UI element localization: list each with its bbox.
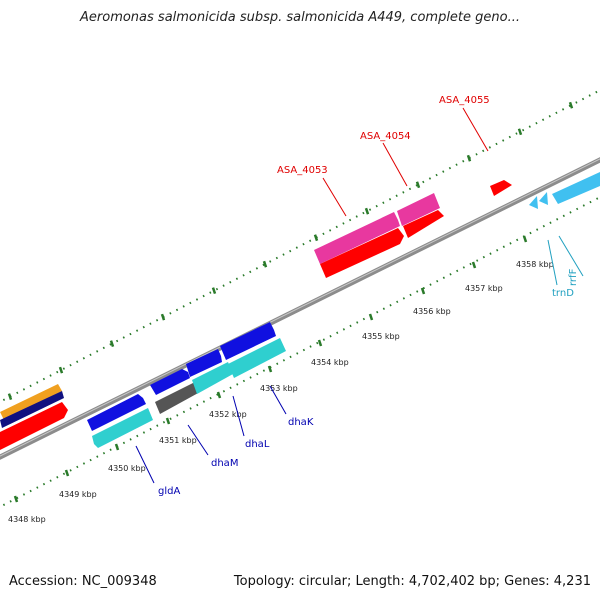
- scale-tick-label: 4351 kbp: [159, 436, 197, 445]
- scale-tick-label: 4357 kbp: [465, 284, 503, 293]
- gene-label-leader: [269, 385, 287, 415]
- gene-label[interactable]: rrfF: [568, 268, 579, 286]
- gene-dhaM-gray[interactable]: [155, 382, 200, 414]
- gene-label-leader: [187, 424, 209, 456]
- scale-tick-label: 4353 kbp: [260, 384, 298, 393]
- scale-major-tick: [267, 365, 273, 373]
- accession-text: Accession: NC_009348: [9, 574, 157, 589]
- scale-major-tick: [420, 287, 426, 295]
- scale-major-ticks: [13, 235, 528, 503]
- gene-label-leader: [558, 235, 584, 277]
- gene-ASA_4054-red[interactable]: [403, 210, 444, 238]
- scale-tick-labels: 4348 kbp 4349 kbp 4350 kbp 4351 kbp 4352 kbp…: [8, 260, 554, 524]
- scale-tick-label: 4354 kbp: [311, 358, 349, 367]
- scale-major-tick: [114, 443, 120, 451]
- gene-label[interactable]: dhaK: [288, 417, 314, 428]
- gene-ASA_4053-red[interactable]: [320, 228, 404, 278]
- scale-major-tick: [165, 417, 171, 425]
- scale-major-tick: [368, 313, 374, 321]
- gene-label[interactable]: trnD: [552, 288, 574, 299]
- outer-major-tick: [262, 260, 268, 268]
- outer-major-tick: [313, 234, 319, 242]
- gene-gldA-cyan[interactable]: [92, 408, 153, 448]
- gene-label[interactable]: gldA: [158, 486, 180, 497]
- gene-label[interactable]: ASA_4055: [439, 95, 490, 106]
- scale-major-tick: [317, 339, 323, 347]
- gene-label[interactable]: ASA_4053: [277, 165, 328, 176]
- gene-ASA_4055-red[interactable]: [490, 180, 512, 196]
- gene-ASA_4054-pink[interactable]: [397, 193, 440, 226]
- gene-label-leader: [232, 395, 245, 437]
- scale-tick-label: 4355 kbp: [362, 332, 400, 341]
- map-title: Aeromonas salmonicida subsp. salmonicida…: [80, 10, 520, 25]
- outer-major-tick: [7, 393, 13, 401]
- outer-major-tick: [58, 366, 64, 374]
- gene-dhaL-blue[interactable]: [186, 349, 222, 377]
- scale-tick-label: 4352 kbp: [209, 410, 247, 419]
- outer-major-tick: [211, 287, 217, 295]
- gene-ASA_4053-pink[interactable]: [314, 212, 400, 264]
- scale-tick-label: 4356 kbp: [413, 307, 451, 316]
- gene-label[interactable]: dhaL: [245, 439, 270, 450]
- scale-major-tick: [216, 391, 222, 399]
- scale-major-tick: [13, 495, 19, 503]
- gene-labels: ASA_4053 ASA_4054 ASA_4055 gldA dhaM dhaL dhaK…: [135, 95, 584, 497]
- gene-orange-left[interactable]: [0, 384, 62, 420]
- scale-major-tick: [64, 469, 70, 477]
- gene-navy-left[interactable]: [0, 391, 64, 428]
- outer-major-tick: [466, 154, 472, 162]
- outer-major-tick: [568, 101, 574, 109]
- gene-gldA-blue[interactable]: [87, 394, 146, 431]
- gene-rrfF-sky[interactable]: [552, 172, 600, 204]
- gene-dhaK-blue[interactable]: [220, 322, 276, 360]
- outer-major-tick: [517, 128, 523, 136]
- scale-major-tick: [522, 235, 528, 243]
- outer-major-tick: [364, 207, 370, 215]
- scale-tick-label: 4350 kbp: [108, 464, 146, 473]
- gene-label-leader: [135, 445, 155, 484]
- gene-dhaK-cyan[interactable]: [228, 338, 286, 378]
- scale-tick-label: 4348 kbp: [8, 515, 46, 524]
- gene-label[interactable]: dhaM: [211, 458, 238, 469]
- outer-major-tick: [160, 313, 166, 321]
- gene-trnD-triangle-2[interactable]: [539, 192, 548, 205]
- backbone-line: [0, 157, 600, 460]
- scale-major-tick: [471, 261, 477, 269]
- gene-label[interactable]: ASA_4054: [360, 131, 411, 142]
- gene-dhaL-cyan[interactable]: [192, 362, 233, 394]
- gene-label-leader: [462, 107, 489, 152]
- outer-major-tick: [109, 340, 115, 348]
- gene-label-leader: [382, 142, 408, 187]
- inner-dotted-guide: [0, 196, 600, 508]
- outer-major-ticks: [7, 101, 574, 401]
- gene-trnD-triangle-1[interactable]: [529, 196, 538, 209]
- scale-tick-label: 4349 kbp: [59, 490, 97, 499]
- gene-label-leader: [322, 177, 347, 217]
- gene-features: [0, 172, 600, 450]
- scale-tick-label: 4358 kbp: [516, 260, 554, 269]
- outer-dotted-guide: [0, 89, 600, 403]
- gene-red-left[interactable]: [0, 402, 68, 450]
- outer-major-tick: [415, 181, 421, 189]
- gene-label-leader: [547, 239, 558, 286]
- genome-stats-text: Topology: circular; Length: 4,702,402 bp…: [233, 574, 591, 589]
- backbone-highlight: [0, 158, 600, 457]
- gene-dhaM-blue[interactable]: [150, 369, 190, 395]
